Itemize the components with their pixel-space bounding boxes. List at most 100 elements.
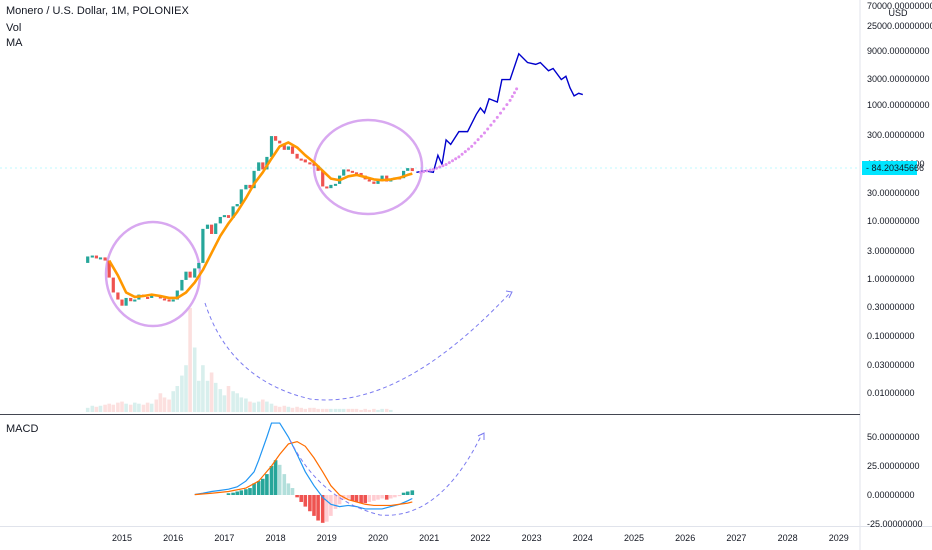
volume-bar xyxy=(367,409,372,412)
candle xyxy=(261,162,265,170)
price-axis-tick: 25000.00000000 xyxy=(867,21,932,31)
volume-bar xyxy=(354,408,359,412)
candle xyxy=(171,299,175,302)
projection-dot xyxy=(444,163,448,167)
volume-bar xyxy=(149,403,154,412)
candle xyxy=(406,168,410,171)
candle xyxy=(188,271,192,278)
candle xyxy=(299,158,303,161)
volume-bar xyxy=(116,402,120,412)
macd-indicator-label[interactable]: MACD xyxy=(6,423,39,435)
price-axis-tick: 1.00000000 xyxy=(867,274,915,284)
volume-bar xyxy=(133,402,137,412)
projection-dot xyxy=(476,138,480,142)
macd-histogram-bar xyxy=(286,483,291,495)
macd-histogram-bar xyxy=(329,495,333,516)
candle xyxy=(282,143,286,150)
volume-bar xyxy=(244,398,248,412)
volume-bar xyxy=(329,408,333,412)
projection-dot xyxy=(466,147,470,151)
candle xyxy=(124,297,128,306)
price-axis-currency: USD xyxy=(888,8,908,18)
macd-signal-line xyxy=(194,440,413,507)
volume-bar xyxy=(120,401,124,412)
candle xyxy=(402,170,406,179)
candle xyxy=(244,184,248,190)
volume-indicator-label[interactable]: Vol xyxy=(6,22,22,34)
volume-bar xyxy=(137,403,141,412)
volume-bar xyxy=(363,408,367,412)
volume-bar xyxy=(265,401,269,412)
highlight-ellipse-2019 xyxy=(312,118,424,216)
volume-bar xyxy=(171,391,175,412)
macd-histogram-bar xyxy=(410,490,415,495)
volume-bar xyxy=(295,406,299,412)
volume-bar xyxy=(269,403,274,412)
price-axis-tick: 0.10000000 xyxy=(867,331,915,341)
candle xyxy=(111,277,115,293)
macd-histogram-bar xyxy=(350,495,355,501)
macd-histogram-bar xyxy=(401,492,406,495)
candle xyxy=(133,299,137,302)
time-axis-tick: 2029 xyxy=(829,533,849,543)
volume-bar xyxy=(380,408,384,412)
volume-bar xyxy=(205,380,210,412)
volume-bar xyxy=(192,347,197,412)
candle xyxy=(380,175,384,180)
price-axis-tick: 0.01000000 xyxy=(867,388,915,398)
volume-bar xyxy=(282,405,287,412)
candle xyxy=(325,186,329,189)
volume-bar xyxy=(226,386,231,412)
last-price-value: - 84.20345666 xyxy=(866,163,924,173)
macd-histogram-bar xyxy=(333,495,338,509)
projection-dot xyxy=(502,107,506,111)
volume-bar xyxy=(252,402,256,412)
macd-histogram-bar xyxy=(277,464,282,495)
macd-histogram-bar xyxy=(261,478,265,495)
projection-dot xyxy=(470,144,474,148)
macd-histogram-bar xyxy=(389,495,393,499)
volume-bar xyxy=(346,408,351,412)
volume-bar xyxy=(213,382,218,412)
time-axis-tick: 2021 xyxy=(419,533,439,543)
macd-histogram-bar xyxy=(303,495,308,507)
candle xyxy=(342,169,346,176)
volume-bar xyxy=(209,372,214,412)
projection-dot xyxy=(425,169,429,173)
candle xyxy=(286,146,290,150)
volume-bar xyxy=(299,407,303,412)
projection-dot xyxy=(512,91,516,95)
projection-dot xyxy=(422,170,426,174)
price-axis-tick: 30.00000000 xyxy=(867,188,920,198)
symbol-title[interactable]: Monero / U.S. Dollar, 1M, POLONIEX xyxy=(6,5,189,17)
macd-histogram-bar xyxy=(405,491,410,495)
volume-bar xyxy=(341,408,346,412)
candle xyxy=(367,179,371,182)
candle xyxy=(107,260,111,278)
volume-bar xyxy=(85,407,90,412)
volume-bar xyxy=(333,408,338,412)
volume-bar xyxy=(231,391,235,412)
candle xyxy=(333,183,338,186)
macd-histogram-bar xyxy=(265,474,269,495)
time-axis-tick: 2015 xyxy=(112,533,132,543)
macd-histogram-bar xyxy=(226,493,231,495)
projection-dot xyxy=(489,123,493,127)
candle xyxy=(193,268,197,278)
ma-indicator-label[interactable]: MA xyxy=(6,37,23,49)
volume-bar xyxy=(308,407,312,412)
macd-histogram-bar xyxy=(308,495,312,512)
projection-dot xyxy=(515,87,519,91)
projection-dot xyxy=(441,164,445,168)
candle xyxy=(162,298,167,301)
candlesticks xyxy=(86,136,414,306)
candle xyxy=(90,255,94,258)
macd-histogram-bar xyxy=(239,490,244,495)
candle xyxy=(274,136,278,141)
macd-histogram-bar xyxy=(363,495,367,504)
volume-bar xyxy=(372,408,376,412)
candle xyxy=(235,204,239,207)
time-axis-tick: 2028 xyxy=(778,533,798,543)
price-axis-tick: 10.00000000 xyxy=(867,216,920,226)
